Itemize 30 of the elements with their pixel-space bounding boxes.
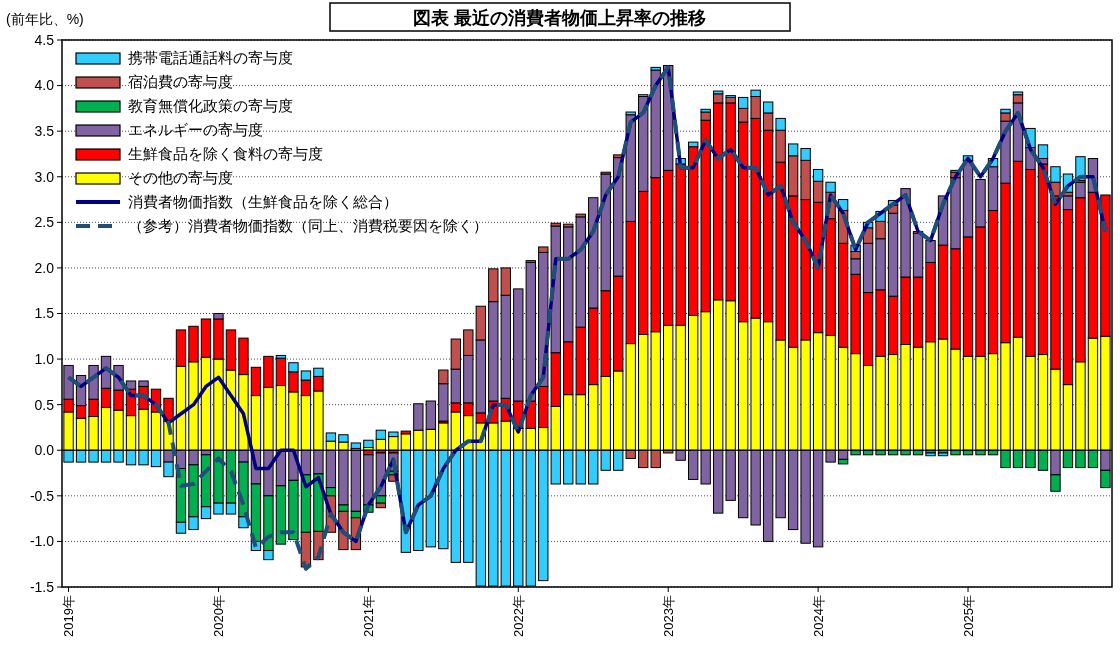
legend-label: エネルギーの寄与度 <box>128 121 263 139</box>
y-tick-label: 0.5 <box>34 396 55 413</box>
y-tick-label: 1.0 <box>34 350 55 367</box>
y-tick-label: -0.5 <box>29 487 55 504</box>
legend-label: その他の寄与度 <box>128 169 233 187</box>
chart-title: 図表 最近の消費者物価上昇率の推移 <box>413 8 707 28</box>
y-tick-label: 1.5 <box>34 305 55 322</box>
y-tick-label: 2.5 <box>34 214 55 231</box>
y-axis-title: (前年比、%) <box>6 11 84 27</box>
legend-label: 宿泊費の寄与度 <box>128 73 233 91</box>
x-tick-label: 2023年 <box>660 595 676 637</box>
y-tick-label: 3.5 <box>34 123 55 140</box>
y-tick-label: 4.0 <box>34 77 55 94</box>
legend-label: 携帯電話通話料の寄与度 <box>128 49 293 67</box>
legend-label: 教育無償化政策の寄与度 <box>128 97 293 115</box>
x-tick-label: 2022年 <box>510 595 526 637</box>
x-tick-label: 2024年 <box>810 595 826 637</box>
x-tick-label: 2020年 <box>211 595 227 637</box>
legend-label: 消費者物価指数（生鮮食品を除く総合） <box>128 193 398 211</box>
x-tick-label: 2025年 <box>960 595 976 637</box>
y-tick-label: -1.5 <box>29 578 55 595</box>
y-tick-label: 3.0 <box>34 168 55 185</box>
y-tick-label: -1.0 <box>29 533 55 550</box>
y-tick-label: 0.0 <box>34 442 55 459</box>
y-tick-label: 4.5 <box>34 31 55 48</box>
x-tick-label: 2019年 <box>61 595 77 637</box>
legend-label: （参考）消費者物価指数（同上、消費税要因を除く） <box>128 217 488 235</box>
x-tick-label: 2021年 <box>360 595 376 637</box>
legend-label: 生鮮食品を除く食料の寄与度 <box>128 145 323 163</box>
y-tick-label: 2.0 <box>34 259 55 276</box>
